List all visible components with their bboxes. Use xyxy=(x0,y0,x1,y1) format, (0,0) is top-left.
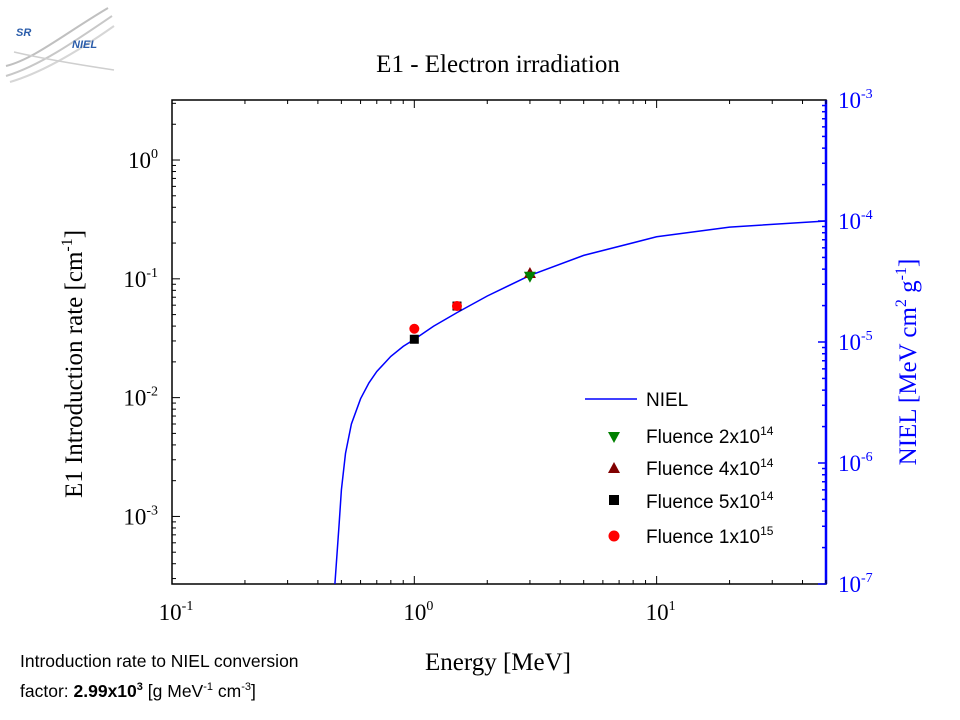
y-right-tick-label: 10-6 xyxy=(838,450,873,476)
logo-text-sr: SR xyxy=(16,27,31,39)
conversion-note: Introduction rate to NIEL conversion fac… xyxy=(20,648,299,704)
x-tick-label: 101 xyxy=(646,599,676,625)
x-axis-label: Energy [MeV] xyxy=(425,649,571,676)
x-tick-label: 10-1 xyxy=(159,599,194,625)
y-right-tick-label: 10-7 xyxy=(838,571,873,597)
legend-marker-fluence-1e15 xyxy=(608,530,620,542)
legend: NIEL Fluence 2x1014 Fluence 4x1014 Fluen… xyxy=(585,390,774,548)
y-left-tick-label: 100 xyxy=(128,147,158,173)
x-tick-labels: 10-1 100 101 xyxy=(159,599,676,625)
chart-title: E1 - Electron irradiation xyxy=(376,51,620,78)
y-right-tick-label: 10-4 xyxy=(838,208,873,234)
legend-marker-fluence-4e14 xyxy=(608,462,620,473)
data-point-triangle-down xyxy=(523,271,536,283)
niel-line xyxy=(334,220,827,585)
sr-niel-logo: SR NIEL xyxy=(5,7,115,83)
y-left-tick-labels: 100 10-1 10-2 10-3 xyxy=(123,147,158,529)
data-point-circle xyxy=(451,301,462,312)
y-left-tick-label: 10-2 xyxy=(123,385,158,411)
conversion-note-line2: factor: 2.99x103 [g MeV-1 cm-3] xyxy=(20,680,256,701)
y-right-tick-labels: 10-3 10-4 10-5 10-6 10-7 xyxy=(838,87,873,597)
conversion-factor-value: 2.99x103 xyxy=(73,680,143,701)
y-right-tick-label: 10-3 xyxy=(838,87,873,113)
legend-fluence-2e14-label: Fluence 2x1014 xyxy=(646,424,774,448)
data-point-square xyxy=(409,334,419,344)
legend-marker-fluence-5e14 xyxy=(609,495,619,505)
legend-marker-fluence-2e14 xyxy=(608,432,620,443)
data-point-circle xyxy=(409,323,420,334)
y-right-tick-label: 10-5 xyxy=(838,329,873,355)
logo-text-niel: NIEL xyxy=(72,39,97,51)
markers xyxy=(409,266,536,344)
ticks xyxy=(171,100,827,585)
y-left-tick-label: 10-1 xyxy=(123,266,158,292)
x-tick-label: 100 xyxy=(403,599,433,625)
legend-fluence-4e14-label: Fluence 4x1014 xyxy=(646,456,774,480)
legend-niel-label: NIEL xyxy=(646,390,688,411)
conversion-note-line1: Introduction rate to NIEL conversion xyxy=(20,651,299,671)
y-left-axis-label: E1 Introduction rate [cm-1] xyxy=(59,230,88,498)
legend-fluence-1e15-label: Fluence 1x1015 xyxy=(646,524,774,548)
y-left-tick-label: 10-3 xyxy=(123,503,158,529)
y-right-axis-label: NIEL [MeV cm2 g-1] xyxy=(893,259,922,466)
legend-fluence-5e14-label: Fluence 5x1014 xyxy=(646,489,774,513)
